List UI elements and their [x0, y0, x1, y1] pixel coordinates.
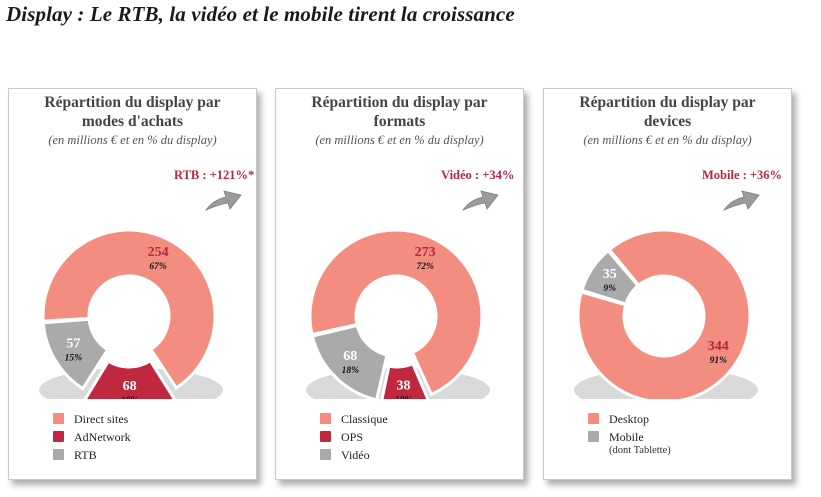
legend-note: (dont Tablette)	[609, 445, 671, 456]
slice-percent-label: 67%	[149, 262, 167, 272]
legend-label: RTB	[74, 448, 97, 462]
growth-label: Vidéo : +34%	[441, 168, 515, 182]
slice-percent-label: 72%	[416, 262, 434, 272]
chart-panel: Répartition du display par modes d'achats…	[8, 88, 257, 480]
donut-slice	[308, 228, 484, 397]
legend-label: Direct sites	[74, 412, 129, 426]
donut-slice	[41, 228, 217, 390]
legend-label: Desktop	[609, 412, 649, 426]
legend-swatch	[320, 449, 331, 460]
slice-value-label: 273	[415, 245, 436, 260]
legend-swatch	[588, 431, 599, 442]
legend-swatch	[588, 413, 599, 424]
slice-percent-label: 15%	[65, 354, 83, 364]
donut-slice	[310, 323, 389, 399]
legend-swatch	[53, 449, 64, 460]
legend-swatch	[320, 431, 331, 442]
growth-label: RTB : +121%*	[174, 168, 255, 182]
growth-arrow-icon	[461, 190, 499, 211]
slice-percent-label: 18%	[342, 366, 360, 376]
page-title: Display : Le RTB, la vidéo et le mobile …	[6, 2, 515, 26]
donut-chart: 273 72% 38 10% 68 18%	[306, 228, 490, 399]
slice-value-label: 38	[396, 379, 410, 394]
chart-title: Répartition du display par devices	[579, 94, 756, 130]
chart-subtitle: (en millions € et en % du display)	[48, 133, 217, 147]
legend-swatch	[320, 413, 331, 424]
donut-chart: 254 67% 68 18% 57 15%	[39, 228, 223, 399]
chart-subtitle: (en millions € et en % du display)	[315, 133, 484, 147]
legend-label: OPS	[341, 430, 364, 444]
slice-value-label: 57	[66, 337, 80, 352]
chart-title: Répartition du display par modes d'achats	[44, 94, 221, 130]
growth-arrow-icon	[722, 190, 760, 211]
chart-panel: Répartition du display par formats (en mil…	[275, 88, 524, 480]
growth-label: Mobile : +36%	[702, 168, 783, 182]
donut-chart: 344 91% 35 9%	[574, 228, 758, 399]
slice-percent-label: 18%	[121, 396, 139, 399]
slice-percent-label: 10%	[395, 396, 413, 399]
legend-label: Mobile	[609, 430, 644, 444]
slice-value-label: 68	[123, 379, 137, 394]
slice-value-label: 68	[343, 349, 357, 364]
slice-value-label: 254	[148, 245, 169, 260]
chart-subtitle: (en millions € et en % du display)	[583, 133, 752, 147]
donut-slice	[41, 317, 110, 391]
donut-slice	[580, 248, 641, 306]
slice-value-label: 344	[708, 339, 729, 354]
chart-title: Répartition du display par formats	[311, 94, 488, 130]
legend-label: AdNetwork	[74, 430, 131, 444]
slice-value-label: 35	[603, 267, 617, 282]
legend-swatch	[53, 431, 64, 442]
donut-slice	[576, 228, 752, 399]
donut-slice	[83, 358, 177, 399]
donut-slice	[380, 361, 430, 399]
slice-percent-label: 91%	[710, 356, 728, 366]
legend-swatch	[53, 413, 64, 424]
legend-label: Classique	[341, 412, 388, 426]
legend-label: Vidéo	[341, 448, 370, 462]
chart-panel: Répartition du display par devices (en mil…	[543, 88, 792, 480]
slice-percent-label: 9%	[603, 284, 616, 294]
growth-arrow-icon	[204, 190, 242, 211]
